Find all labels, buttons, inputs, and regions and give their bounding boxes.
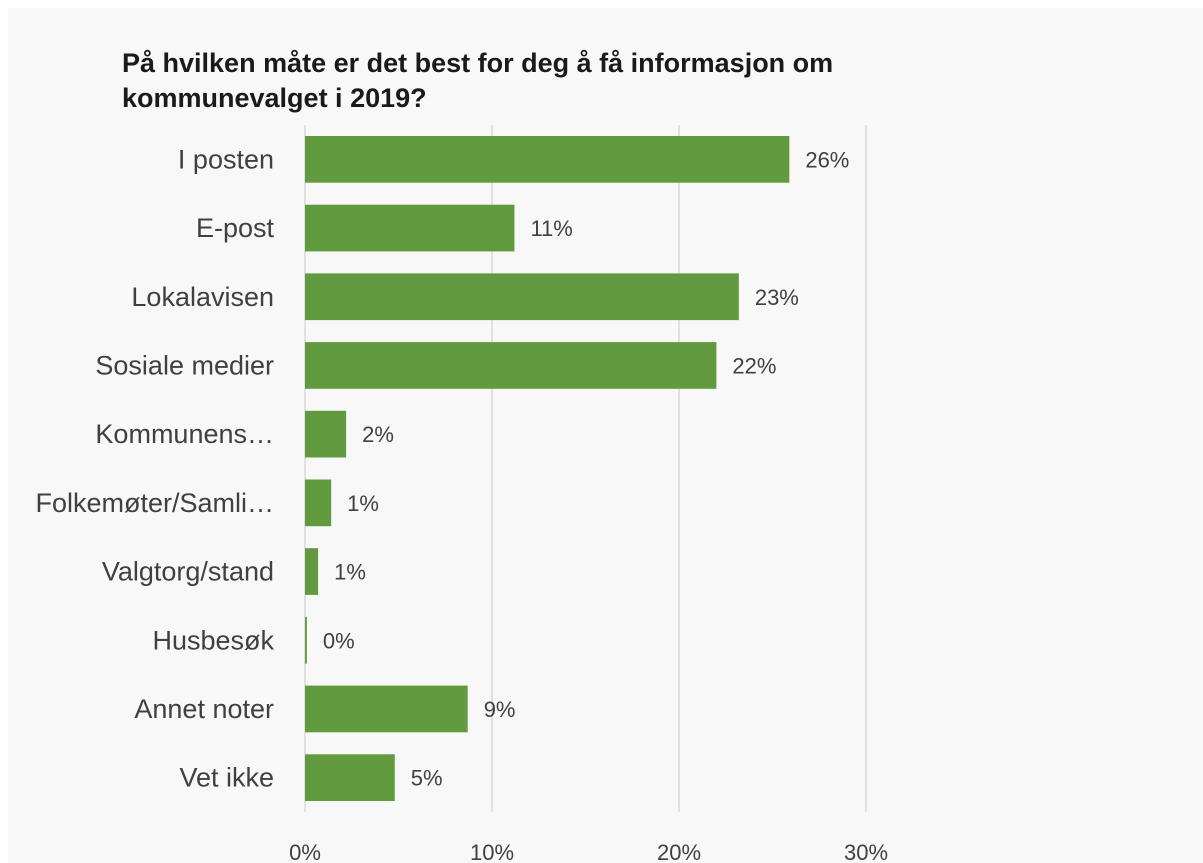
category-label: Sosiale medier	[95, 350, 274, 380]
bar	[305, 754, 395, 802]
category-label: Husbesøk	[152, 625, 274, 655]
data-label: 1%	[334, 560, 366, 585]
category-label: Valgtorg/stand	[102, 557, 274, 587]
data-label: 23%	[755, 285, 799, 310]
x-tick-label: 0%	[289, 840, 321, 863]
data-label: 11%	[530, 216, 572, 241]
category-label: I posten	[178, 144, 274, 174]
data-label: 9%	[484, 697, 516, 722]
category-label: Kommunens…	[95, 419, 274, 449]
data-label: 5%	[411, 766, 443, 791]
bar	[305, 204, 515, 252]
x-tick-label: 30%	[844, 840, 888, 863]
labels: 0% 10% 20% 30% I posten 26% E-post 11% Lokalavis…	[35, 144, 888, 863]
bar	[305, 616, 307, 664]
category-label: Folkemøter/Samli…	[35, 488, 274, 518]
chart-title: På hvilken måte er det best for deg å få…	[122, 48, 834, 113]
data-label: 26%	[805, 147, 849, 172]
data-label: 0%	[323, 628, 355, 653]
category-label: Lokalavisen	[131, 282, 274, 312]
bar	[305, 410, 347, 458]
bar	[305, 135, 790, 183]
x-tick-label: 20%	[657, 840, 701, 863]
bar	[305, 342, 717, 389]
category-label: Vet ikke	[179, 763, 274, 793]
data-label: 2%	[362, 422, 394, 447]
bar	[305, 273, 739, 321]
bars	[305, 135, 790, 802]
data-label: 22%	[732, 353, 776, 378]
bar	[305, 548, 319, 595]
category-label: E-post	[196, 213, 275, 243]
category-label: Annet noter	[134, 694, 274, 724]
data-label: 1%	[347, 491, 379, 516]
x-tick-label: 10%	[470, 840, 514, 863]
bar	[305, 479, 332, 527]
bar	[305, 685, 468, 733]
